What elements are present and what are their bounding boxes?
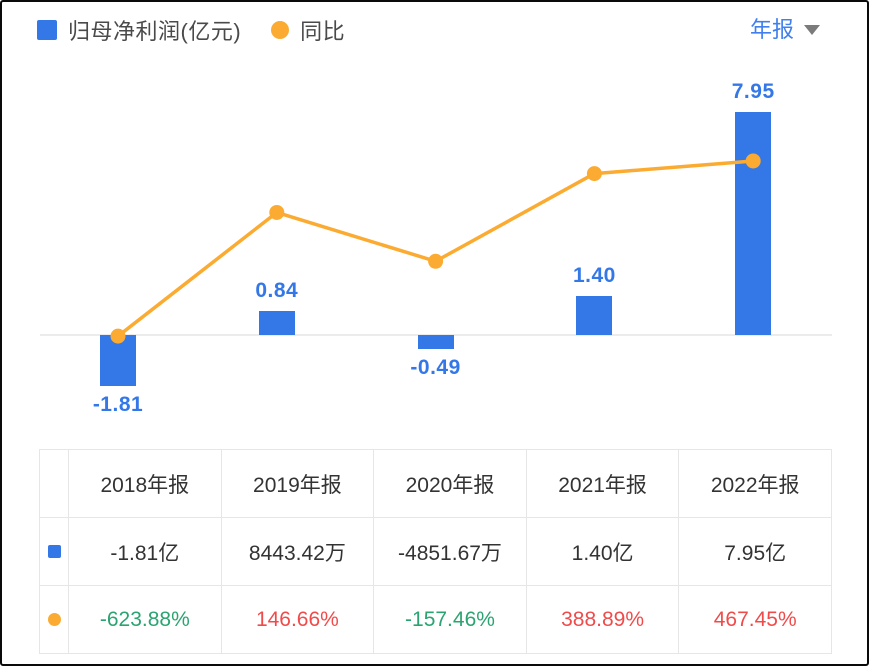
- legend-item-net-profit[interactable]: 归母净利润(亿元): [37, 14, 241, 46]
- top-bar: 归母净利润(亿元) 同比 年报: [2, 2, 867, 50]
- chart-legend: 归母净利润(亿元) 同比: [37, 14, 345, 46]
- column-header: 2020年报: [373, 449, 527, 518]
- table-header-row: 2018年报 2019年报 2020年报 2021年报 2022年报: [39, 449, 832, 518]
- net-profit-cell: 8443.42万: [220, 517, 375, 586]
- bar-series-icon: [47, 544, 61, 558]
- bar-value-label: 7.95: [731, 80, 775, 104]
- bar-value-label: 1.40: [572, 263, 616, 287]
- yoy-line: [116, 159, 754, 338]
- period-dropdown[interactable]: 年报: [750, 12, 820, 44]
- legend-item-yoy[interactable]: 同比: [271, 14, 345, 46]
- bar-2021年报: [576, 295, 613, 335]
- data-table: 2018年报 2019年报 2020年报 2021年报 2022年报 -1.81…: [39, 449, 832, 654]
- column-header: 2018年报: [68, 449, 222, 518]
- bar-2022年报: [735, 112, 772, 335]
- table-corner-cell: [39, 449, 69, 518]
- table-row-yoy: -623.88% 146.66% -157.46% 388.89% 467.45…: [39, 585, 832, 654]
- net-profit-cell: -4851.67万: [373, 517, 527, 586]
- bar-value-label: -0.49: [410, 355, 461, 379]
- chart-area: -1.81 0.84 -0.49 1.40 7.95: [2, 2, 869, 444]
- yoy-cell: 467.45%: [678, 585, 832, 654]
- row-icon-cell: [39, 585, 69, 654]
- period-dropdown-label: 年报: [749, 17, 794, 42]
- table-row-net-profit: -1.81亿 8443.42万 -4851.67万 1.40亿 7.95亿: [39, 517, 832, 586]
- legend-label-yoy: 同比: [300, 19, 346, 44]
- legend-label-net-profit: 归母净利润(亿元): [68, 19, 242, 44]
- column-header: 2022年报: [678, 449, 832, 518]
- yoy-point-2021年报: [586, 166, 602, 182]
- bar-value-label: 0.84: [255, 279, 299, 303]
- yoy-cell: -157.46%: [373, 585, 527, 654]
- chevron-down-icon: [804, 24, 820, 35]
- yoy-cell: 146.66%: [220, 585, 375, 654]
- net-profit-cell: 7.95亿: [678, 517, 832, 586]
- yoy-point-2019年报: [269, 204, 285, 220]
- bar-2018年报: [100, 335, 136, 386]
- column-header: 2019年报: [220, 449, 375, 518]
- net-profit-cell: 1.40亿: [525, 517, 680, 586]
- yoy-point-2020年报: [428, 253, 444, 269]
- bar-value-label: -1.81: [92, 392, 144, 416]
- net-profit-cell: -1.81亿: [68, 517, 222, 586]
- bar-2019年报: [258, 311, 295, 335]
- bar-series-icon: [37, 20, 57, 40]
- line-series-icon: [271, 21, 290, 39]
- yoy-cell: -623.88%: [68, 585, 222, 654]
- bar-2020年报: [417, 335, 454, 349]
- yoy-cell: 388.89%: [525, 585, 680, 654]
- line-series-icon: [47, 612, 61, 626]
- column-header: 2021年报: [525, 449, 680, 518]
- row-icon-cell: [39, 517, 69, 586]
